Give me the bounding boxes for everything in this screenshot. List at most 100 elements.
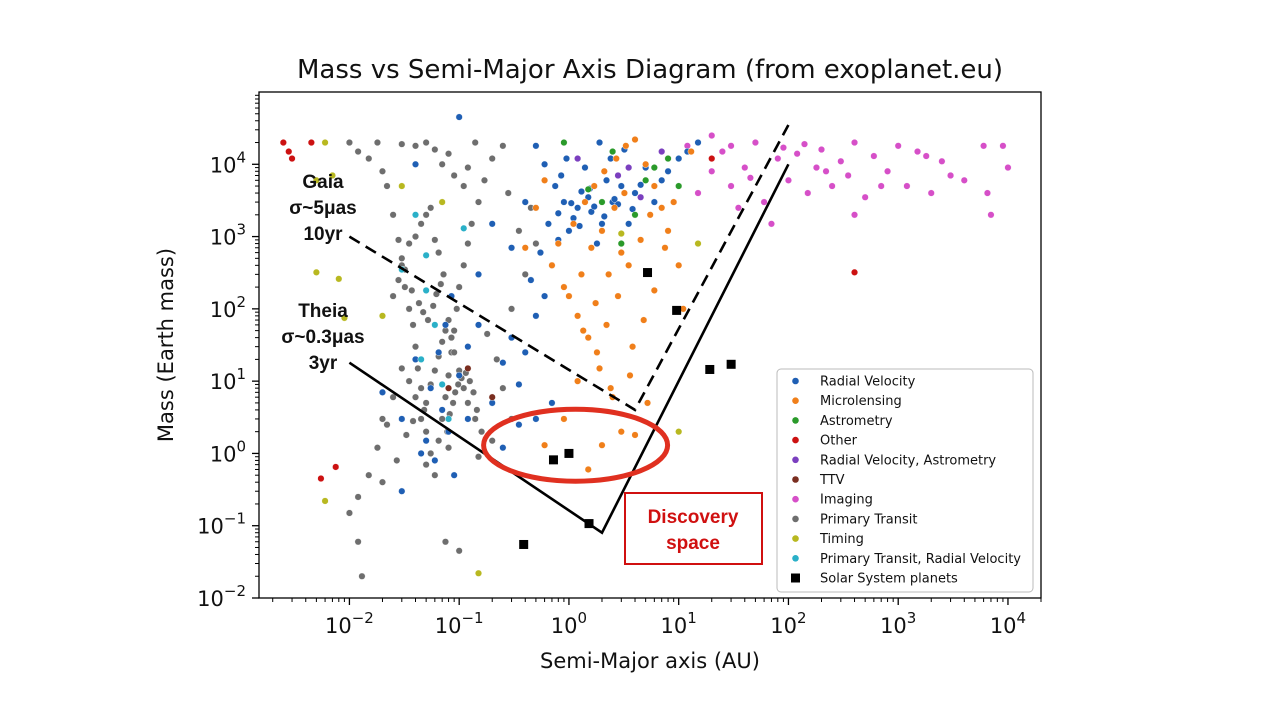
legend-marker bbox=[792, 476, 799, 483]
data-point bbox=[610, 195, 618, 203]
data-point bbox=[536, 249, 544, 257]
data-point bbox=[640, 316, 648, 324]
data-point bbox=[584, 185, 592, 193]
data-point bbox=[488, 155, 496, 163]
data-point bbox=[412, 142, 420, 150]
data-point bbox=[475, 569, 483, 577]
data-point bbox=[398, 140, 406, 148]
data-point bbox=[488, 437, 496, 445]
data-point bbox=[581, 164, 589, 172]
data-point bbox=[804, 189, 812, 197]
x-tick-label: 102 bbox=[770, 609, 806, 638]
data-point bbox=[354, 493, 362, 501]
data-point bbox=[389, 211, 397, 219]
data-point bbox=[532, 142, 540, 150]
data-point bbox=[431, 146, 439, 154]
x-tick-label: 104 bbox=[990, 609, 1026, 638]
data-point bbox=[642, 160, 650, 168]
data-point bbox=[427, 204, 435, 212]
data-point bbox=[600, 212, 608, 220]
data-point bbox=[646, 211, 654, 219]
data-point bbox=[383, 421, 391, 429]
data-point bbox=[877, 182, 885, 190]
discovery-label: Discovery bbox=[648, 507, 739, 528]
data-point bbox=[383, 182, 391, 190]
data-point bbox=[767, 220, 775, 228]
discovery-ellipse bbox=[481, 406, 671, 484]
data-point bbox=[927, 189, 935, 197]
data-point bbox=[751, 139, 759, 147]
y-axis-label: Mass (Earth mass) bbox=[154, 248, 178, 442]
data-point bbox=[445, 371, 453, 379]
data-point bbox=[464, 415, 472, 423]
data-point bbox=[560, 198, 568, 206]
data-point bbox=[644, 399, 652, 407]
data-point bbox=[450, 171, 458, 179]
legend-entry: TTV bbox=[819, 473, 845, 488]
data-point bbox=[429, 302, 437, 310]
data-point bbox=[598, 441, 606, 449]
data-point bbox=[464, 364, 472, 372]
series-ttv bbox=[445, 364, 496, 401]
data-point bbox=[870, 152, 878, 160]
data-point bbox=[471, 415, 479, 423]
data-point bbox=[598, 227, 606, 235]
data-point bbox=[345, 509, 353, 517]
data-point bbox=[650, 164, 658, 172]
data-point bbox=[521, 244, 529, 252]
data-point bbox=[417, 220, 425, 228]
x-tick-label: 103 bbox=[880, 609, 916, 638]
data-point bbox=[521, 198, 529, 206]
data-point bbox=[658, 148, 666, 156]
data-point bbox=[812, 164, 820, 172]
data-point bbox=[431, 456, 439, 464]
legend-marker bbox=[792, 377, 799, 385]
data-point bbox=[480, 176, 488, 184]
data-point bbox=[412, 211, 420, 219]
data-point bbox=[741, 164, 749, 172]
data-point bbox=[822, 167, 830, 175]
data-point bbox=[398, 364, 406, 372]
series-astrometry bbox=[560, 139, 683, 248]
data-point bbox=[393, 456, 401, 464]
data-point bbox=[687, 148, 695, 156]
data-point bbox=[468, 220, 476, 228]
data-point bbox=[417, 415, 425, 423]
data-point bbox=[617, 230, 625, 238]
data-point bbox=[625, 261, 633, 269]
legend-marker bbox=[792, 456, 799, 464]
data-point bbox=[422, 139, 430, 147]
data-point bbox=[532, 312, 540, 320]
data-point bbox=[475, 453, 483, 461]
data-point bbox=[584, 193, 592, 201]
data-point bbox=[441, 538, 449, 546]
data-point bbox=[658, 204, 666, 212]
data-point bbox=[617, 182, 625, 190]
data-point bbox=[488, 393, 496, 401]
data-point bbox=[565, 292, 573, 300]
data-point bbox=[980, 142, 988, 150]
data-point bbox=[438, 160, 446, 168]
gaia-limit-line bbox=[348, 124, 790, 412]
data-point bbox=[643, 268, 653, 278]
data-point bbox=[422, 461, 430, 469]
data-point bbox=[445, 444, 453, 452]
data-point bbox=[851, 139, 859, 147]
data-point bbox=[837, 157, 845, 165]
data-point bbox=[460, 224, 468, 232]
data-point bbox=[419, 308, 427, 316]
data-point bbox=[521, 348, 529, 356]
legend-marker bbox=[792, 515, 799, 523]
data-point bbox=[642, 176, 650, 184]
data-point bbox=[427, 449, 435, 457]
data-point bbox=[431, 236, 439, 244]
data-point bbox=[661, 244, 669, 252]
data-point bbox=[947, 171, 955, 179]
legend-marker bbox=[792, 436, 799, 444]
data-point bbox=[607, 384, 615, 392]
data-point bbox=[455, 371, 463, 379]
data-point bbox=[445, 415, 453, 423]
discovery-label-box bbox=[624, 492, 763, 565]
data-point bbox=[378, 478, 386, 486]
